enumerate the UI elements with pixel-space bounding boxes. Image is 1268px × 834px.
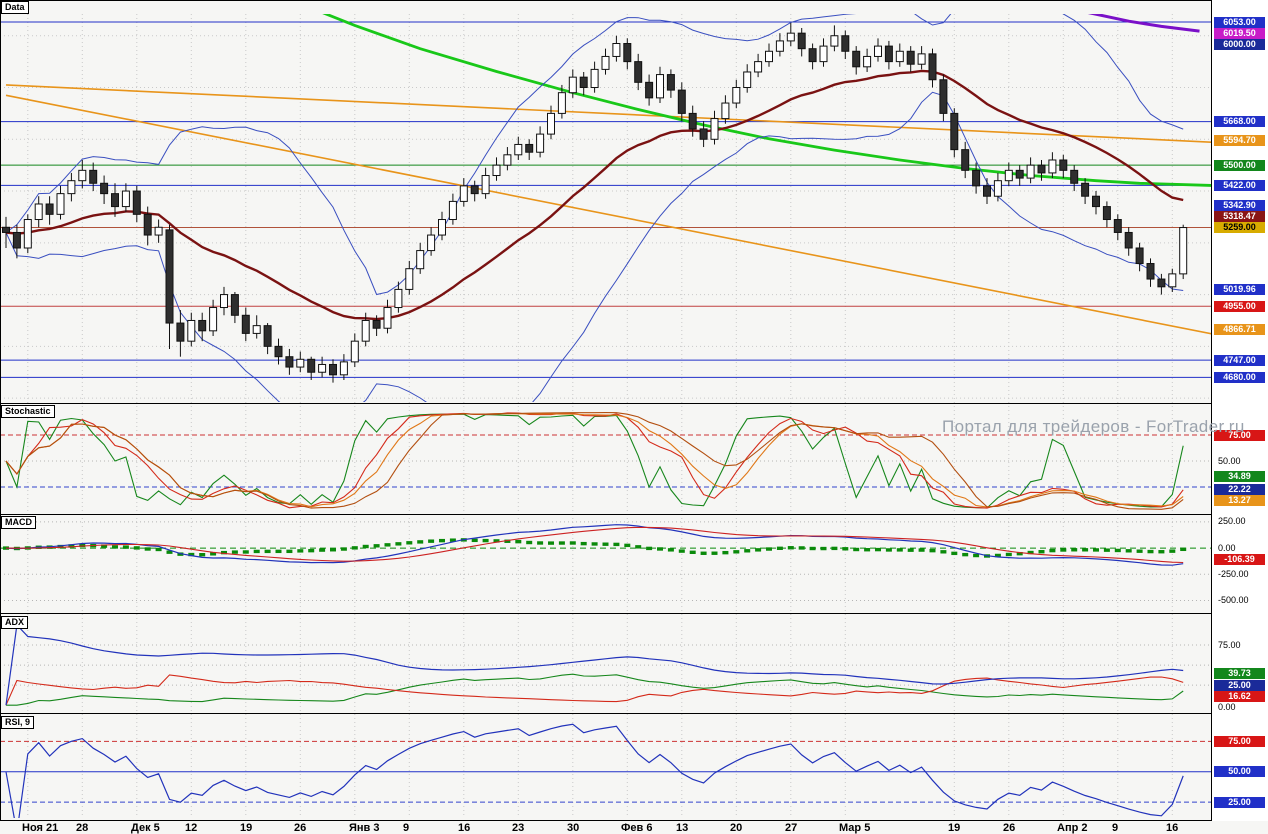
panel-label-rsi: RSI, 9 bbox=[1, 716, 35, 729]
x-axis-label: 19 bbox=[240, 822, 253, 834]
macd-scale-value: 250.00 bbox=[1218, 516, 1246, 527]
panel-label-stochastic: Stochastic bbox=[1, 405, 55, 418]
x-axis-label: 27 bbox=[785, 822, 798, 834]
price-scale-value: 6019.50 bbox=[1214, 27, 1265, 39]
x-axis-label: 19 bbox=[948, 822, 961, 834]
adx-scale-value: 39.73 bbox=[1214, 667, 1265, 679]
stochastic-scale-value: 13.27 bbox=[1214, 495, 1265, 507]
time-axis: Ноя 21 28 Дек 5 12 19 26 Янв 3 9 16 23 30 Фев 6 13 20… bbox=[0, 821, 1268, 834]
price-scale-value: 5259.00 bbox=[1214, 222, 1265, 234]
x-axis-label: 23 bbox=[512, 822, 525, 834]
macd-scale-value: 0.00 bbox=[1218, 542, 1236, 553]
adx-scale-value: 16.62 bbox=[1214, 690, 1265, 702]
adx-scale-value: 25.00 bbox=[1214, 679, 1265, 691]
x-axis-label: Янв 3 bbox=[349, 822, 380, 834]
adx-scale-value: 0.00 bbox=[1218, 701, 1236, 712]
x-axis-label: Мар 5 bbox=[839, 822, 871, 834]
rsi-scale-value: 50.00 bbox=[1214, 766, 1265, 778]
macd-scale-value: -250.00 bbox=[1218, 568, 1249, 579]
rsi-scale-value: 25.00 bbox=[1214, 796, 1265, 808]
stochastic-scale-value: 34.89 bbox=[1214, 471, 1265, 483]
x-axis-label: Фев 6 bbox=[621, 822, 653, 834]
adx-scale-value: 75.00 bbox=[1218, 639, 1241, 650]
x-axis-label: 16 bbox=[1166, 822, 1179, 834]
price-scale-column: 6053.00 6019.50 6000.00 5668.00 5594.70 5500.… bbox=[1212, 0, 1268, 821]
x-axis-label: 9 bbox=[1112, 822, 1119, 834]
x-axis-label: 30 bbox=[567, 822, 580, 834]
price-scale-value: 5668.00 bbox=[1214, 116, 1265, 128]
panel-label-macd: MACD bbox=[1, 516, 36, 529]
stochastic-scale-value: 22.22 bbox=[1214, 484, 1265, 496]
x-axis-label: 26 bbox=[294, 822, 307, 834]
x-axis-label: 16 bbox=[458, 822, 471, 834]
x-axis-label: 12 bbox=[185, 822, 198, 834]
price-scale-value: 5019.96 bbox=[1214, 283, 1265, 295]
price-scale-value: 4955.00 bbox=[1214, 300, 1265, 312]
x-axis-label: Дек 5 bbox=[131, 822, 160, 834]
panel-label-adx: ADX bbox=[1, 616, 29, 629]
price-scale-value: 4747.00 bbox=[1214, 354, 1265, 366]
macd-scale-value: -500.00 bbox=[1218, 595, 1249, 605]
price-scale-value: 5422.00 bbox=[1214, 179, 1265, 191]
x-axis-label: Ноя 21 bbox=[22, 822, 59, 834]
price-scale-value: 5342.90 bbox=[1214, 200, 1265, 212]
x-axis-label: 20 bbox=[730, 822, 743, 834]
macd-scale-value: -106.39 bbox=[1214, 553, 1265, 565]
price-scale-value: 4866.71 bbox=[1214, 323, 1265, 335]
x-axis-label: 28 bbox=[76, 822, 89, 834]
x-axis-label: 9 bbox=[403, 822, 410, 834]
price-scale-value: 6000.00 bbox=[1214, 38, 1265, 50]
price-scale-value: 5500.00 bbox=[1214, 159, 1265, 171]
price-scale-value: 4680.00 bbox=[1214, 371, 1265, 383]
stochastic-scale-value: 75.00 bbox=[1214, 429, 1265, 441]
watermark: Портал для трейдеров - ForTrader.ru bbox=[942, 417, 1245, 436]
x-axis-label: Апр 2 bbox=[1057, 822, 1088, 834]
rsi-scale-value: 75.00 bbox=[1214, 735, 1265, 747]
x-axis-label: 13 bbox=[676, 822, 689, 834]
panel-label-data: Data bbox=[1, 1, 29, 14]
x-axis-label: 26 bbox=[1003, 822, 1016, 834]
stochastic-scale-value: 50.00 bbox=[1218, 455, 1241, 466]
price-scale-value: 6053.00 bbox=[1214, 16, 1265, 28]
price-scale-value: 5594.70 bbox=[1214, 135, 1265, 147]
price-scale-value: 5318.47 bbox=[1214, 211, 1265, 223]
